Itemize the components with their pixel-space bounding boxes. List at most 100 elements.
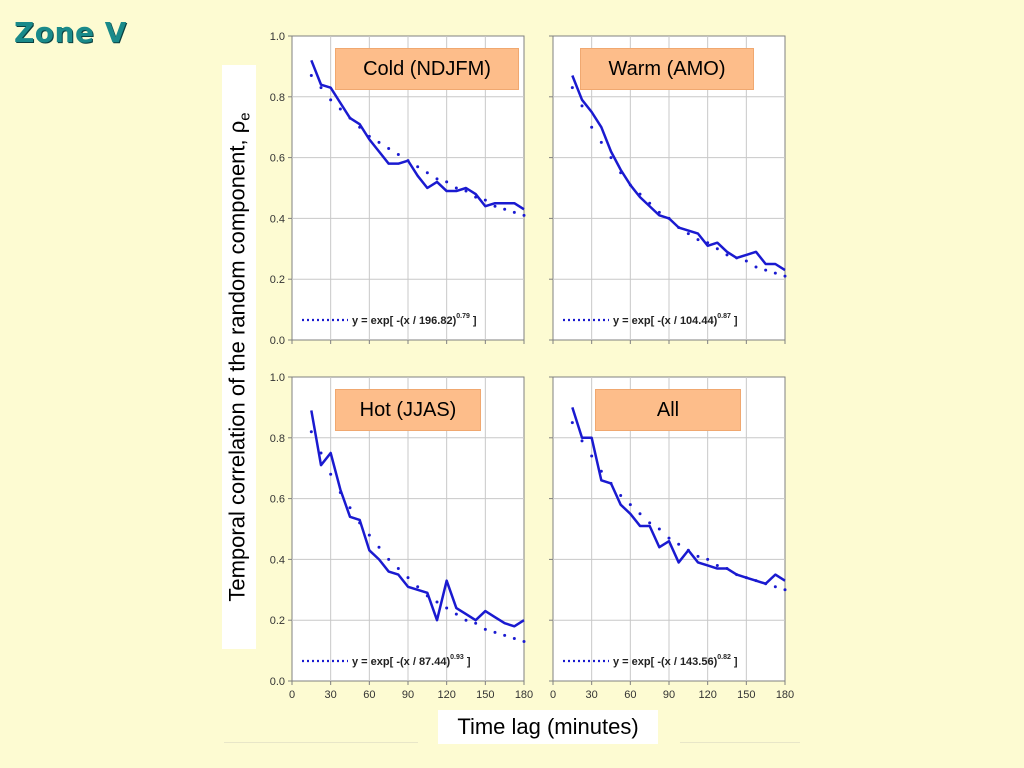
x-axis-label: Time lag (minutes)	[457, 714, 639, 739]
fit-point	[464, 189, 468, 193]
x-tick-label: 0	[550, 689, 556, 701]
fit-point	[619, 171, 623, 175]
fit-point	[503, 633, 507, 637]
fit-point	[773, 585, 777, 589]
x-axis-label-box	[438, 710, 658, 744]
fit-point	[377, 140, 381, 144]
fit-point	[454, 612, 458, 616]
y-tick-label: 0.0	[270, 676, 285, 688]
panel-label: All	[595, 389, 741, 431]
fit-point	[715, 563, 719, 567]
fit-point	[580, 104, 584, 108]
y-tick-label: 0.6	[270, 153, 285, 165]
x-tick-label: 30	[586, 689, 598, 701]
fit-point	[599, 469, 603, 473]
y-tick-label: 0.6	[270, 494, 285, 506]
y-tick-label: 0.4	[270, 554, 285, 566]
x-tick-label: 120	[437, 689, 455, 701]
fit-point	[648, 201, 652, 205]
fit-point	[367, 134, 371, 138]
fit-point	[416, 585, 420, 589]
fit-point	[773, 271, 777, 275]
fit-point	[638, 512, 642, 516]
divider-right	[680, 742, 800, 743]
divider-left	[224, 742, 418, 743]
x-tick-label: 90	[663, 689, 675, 701]
y-tick-label: 0.8	[270, 92, 285, 104]
y-tick-label: 0.8	[270, 433, 285, 445]
x-tick-label: 180	[515, 689, 533, 701]
fit-point	[483, 627, 487, 631]
y-tick-label: 0.4	[270, 213, 285, 225]
y-tick-label: 1.0	[270, 31, 285, 43]
fit-point	[667, 536, 671, 540]
fit-point	[735, 256, 739, 260]
y-tick-label: 0.0	[270, 335, 285, 347]
fit-point	[435, 600, 439, 604]
fit-point	[783, 274, 787, 278]
fit-point	[358, 521, 362, 525]
y-tick-label: 0.2	[270, 615, 285, 627]
fit-point	[309, 74, 313, 78]
fit-point	[493, 204, 497, 208]
fit-point	[657, 527, 661, 531]
fit-point	[348, 506, 352, 510]
fit-point	[522, 639, 526, 643]
fit-point	[474, 621, 478, 625]
x-tick-label: 60	[624, 689, 636, 701]
fit-point	[445, 606, 449, 610]
x-tick-label: 150	[737, 689, 755, 701]
observed-line	[571, 407, 786, 585]
fit-point	[493, 630, 497, 634]
fit-point	[309, 430, 313, 434]
observed-line	[310, 410, 525, 628]
fit-point	[435, 177, 439, 181]
fit-point	[725, 253, 729, 257]
fit-point	[522, 213, 526, 217]
fit-point	[735, 573, 739, 577]
fit-point	[367, 533, 371, 537]
x-tick-label: 0	[289, 689, 295, 701]
fit-point	[512, 210, 516, 214]
fit-point	[396, 153, 400, 157]
fit-point	[454, 186, 458, 190]
fit-point	[764, 582, 768, 586]
fit-point	[570, 86, 574, 90]
fit-point	[677, 226, 681, 230]
slide-title: Zone V	[14, 16, 127, 49]
fit-point	[387, 146, 391, 150]
fit-point	[570, 421, 574, 425]
fit-point	[619, 494, 623, 498]
fit-point	[503, 207, 507, 211]
fit-point	[686, 232, 690, 236]
fit-point	[706, 241, 710, 245]
fit-point	[387, 557, 391, 561]
x-tick-label: 180	[776, 689, 794, 701]
fit-point	[609, 156, 613, 160]
fit-point	[483, 198, 487, 202]
fit-point	[425, 171, 429, 175]
fit-point	[754, 265, 758, 269]
fit-point	[725, 567, 729, 571]
fit-point	[464, 618, 468, 622]
chart-panel-4: 0 30 60 90 120 150 180 y = exp[ -(x / 143.56)0.…	[549, 376, 794, 701]
fit-point	[319, 451, 323, 455]
panel-label: Cold (NDJFM)	[335, 48, 519, 90]
legend-equation: y = exp[ -(x / 87.44)0.93 ]	[352, 654, 471, 668]
fit-point	[329, 98, 333, 102]
fit-point	[319, 86, 323, 90]
x-tick-label: 90	[402, 689, 414, 701]
fit-point	[406, 159, 410, 163]
fit-point	[396, 567, 400, 571]
fit-point	[425, 594, 429, 598]
legend-equation: y = exp[ -(x / 143.56)0.82 ]	[613, 654, 738, 668]
x-tick-label: 30	[325, 689, 337, 701]
fit-point	[657, 210, 661, 214]
fit-point	[706, 557, 710, 561]
fit-point	[329, 472, 333, 476]
fit-point	[358, 125, 362, 129]
fit-point	[590, 125, 594, 129]
fit-point	[377, 545, 381, 549]
fit-point	[696, 238, 700, 242]
